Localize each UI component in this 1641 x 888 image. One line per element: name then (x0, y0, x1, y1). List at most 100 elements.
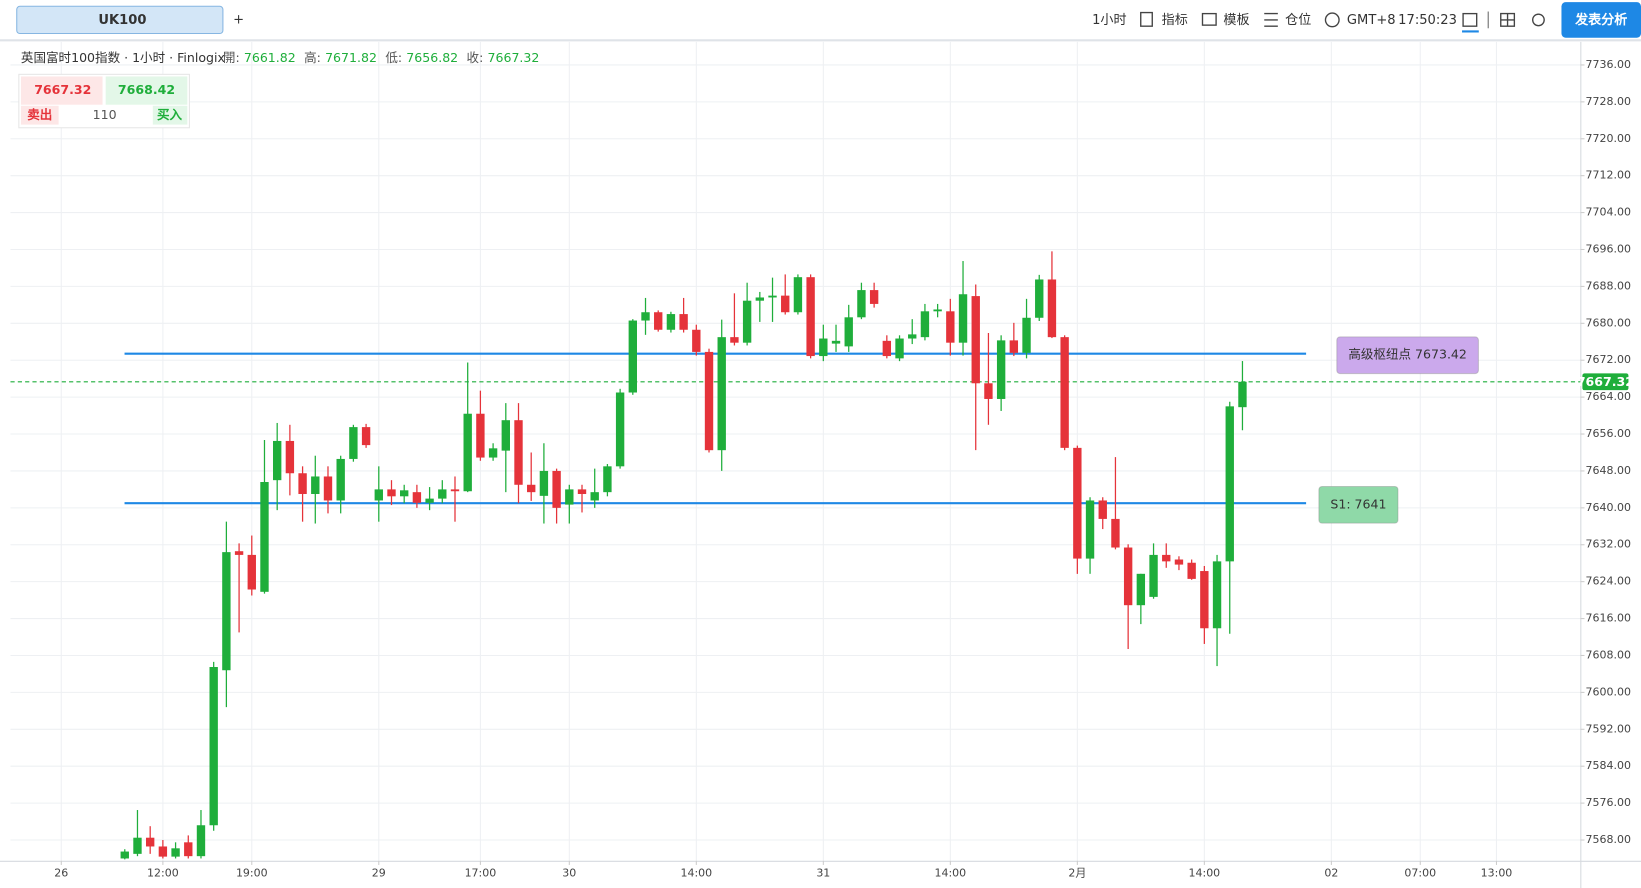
x-tick-label: 14:00 (680, 866, 712, 879)
candle-body (171, 848, 180, 857)
ohlc-value: 7671.82 (325, 50, 377, 65)
timezone-button[interactable]: GMT+8 17:50:23 (1324, 12, 1457, 28)
publish-button[interactable]: 发表分析 (1561, 2, 1641, 38)
candle-body (908, 334, 917, 339)
buy-bg[interactable] (105, 76, 188, 105)
x-tick-label: 02 (1324, 866, 1338, 879)
y-tick-label: 7568.00 (1586, 833, 1631, 846)
candle-body (1085, 500, 1095, 559)
x-tick-label: 19:00 (236, 866, 268, 879)
candle-body (361, 427, 371, 446)
candle-body (222, 552, 231, 671)
symbol-title: 英国富时100指数 · 1小时 · Finlogix (21, 50, 226, 65)
candle-body (577, 489, 587, 495)
y-tick-label: 7712.00 (1586, 169, 1631, 182)
level-label: S1: 7641 (1330, 496, 1386, 511)
candle-body (603, 466, 612, 493)
candle-body (514, 420, 523, 485)
tab-label: UK100 (98, 13, 146, 28)
y-tick-label: 7640.00 (1586, 501, 1631, 514)
sell-tag (20, 105, 59, 125)
y-tick-label: 7576.00 (1586, 796, 1631, 809)
last-price-label: 7667.32 (1577, 374, 1634, 389)
y-tick-label: 7672.00 (1586, 353, 1631, 366)
candle-body (819, 338, 828, 357)
candle-body (679, 314, 688, 330)
level-label: 高级枢纽点 7673.42 (1348, 347, 1467, 362)
x-tick-label: 14:00 (935, 866, 967, 879)
templates-button[interactable]: 模板 (1201, 12, 1250, 28)
plot-area: 高级枢纽点 7673.42 S1: 7641 7667.32 (10, 251, 1634, 860)
icon (1201, 12, 1217, 26)
candle-body (336, 458, 345, 501)
symbol-tab[interactable]: UK100 (16, 5, 224, 35)
ohlc-value: 7656.82 (406, 50, 458, 65)
x-tick-label: 2月 (1068, 866, 1086, 879)
candle-body (387, 489, 396, 497)
candle-body (895, 338, 904, 359)
candle-body (781, 295, 790, 313)
candle-body (1022, 317, 1031, 353)
candle-body (730, 337, 739, 343)
candle-body (869, 290, 879, 304)
toolbar (0, 0, 1641, 40)
candle-body (1073, 447, 1082, 559)
x-tick-label: 29 (372, 866, 386, 879)
ohlc-legend: 開: 7661.82 高: 7671.82 低: 7656.82 收: 7667.32 (223, 50, 539, 65)
y-tick-label: 7656.00 (1586, 427, 1631, 440)
candle-body (882, 340, 892, 357)
publish-label: 发表分析 (1574, 11, 1627, 28)
layout-button[interactable] (1500, 12, 1516, 27)
candle-body (425, 498, 434, 503)
candle-body (1136, 573, 1146, 606)
indicators-button[interactable]: 指标 (1140, 11, 1188, 28)
candle-body (412, 492, 422, 503)
spread: 110 (93, 107, 117, 122)
x-tick-label: 26 (54, 866, 68, 879)
y-tick-label: 7704.00 (1586, 206, 1631, 219)
candle-body (1123, 547, 1133, 606)
y-tick-label: 7624.00 (1586, 575, 1631, 588)
candle-body (1149, 554, 1158, 597)
ohlc-key: 高: (304, 50, 321, 65)
candle-body (1111, 518, 1120, 548)
sell-label[interactable]: 卖出 (27, 107, 52, 122)
x-tick-label: 30 (562, 866, 576, 879)
positions-button[interactable]: 仓位 (1264, 12, 1311, 28)
clock: 17:50:23 (1398, 13, 1457, 28)
candle-body (1174, 559, 1184, 565)
candle-body (133, 837, 142, 854)
positions-label: 仓位 (1285, 12, 1311, 28)
candle-body (958, 294, 968, 343)
candle-body (628, 320, 637, 393)
settings-button[interactable] (1532, 13, 1545, 27)
add-tab[interactable]: + (233, 12, 244, 27)
candle-body (476, 413, 485, 458)
candle-body (1187, 562, 1196, 579)
ohlc-value: 7667.32 (488, 50, 540, 65)
y-tick-label: 7664.00 (1586, 390, 1631, 403)
x-tick-label: 31 (816, 866, 830, 879)
candle-body (742, 300, 752, 343)
interval-button[interactable]: 1小时 (1092, 12, 1126, 28)
tab-bg (16, 5, 224, 35)
candle-body (120, 851, 129, 859)
candle-body (806, 277, 815, 357)
y-tick-label: 7648.00 (1586, 464, 1631, 477)
icon (1264, 12, 1278, 27)
buy-label[interactable]: 买入 (157, 107, 183, 122)
ohlc-key: 開: (223, 50, 240, 65)
candle-body (450, 489, 460, 492)
y-tick-label: 7720.00 (1586, 132, 1631, 145)
sell-bg[interactable] (20, 76, 103, 105)
candle-body (323, 476, 333, 501)
candle-body (1162, 554, 1171, 562)
candle-body (1035, 279, 1044, 318)
y-tick-label: 7680.00 (1586, 316, 1631, 329)
candle-body (184, 842, 193, 857)
publish-bg (1561, 2, 1641, 38)
ohlc-key: 低: (385, 50, 402, 65)
icon (1324, 12, 1340, 28)
screenshot-button[interactable] (1462, 12, 1478, 27)
